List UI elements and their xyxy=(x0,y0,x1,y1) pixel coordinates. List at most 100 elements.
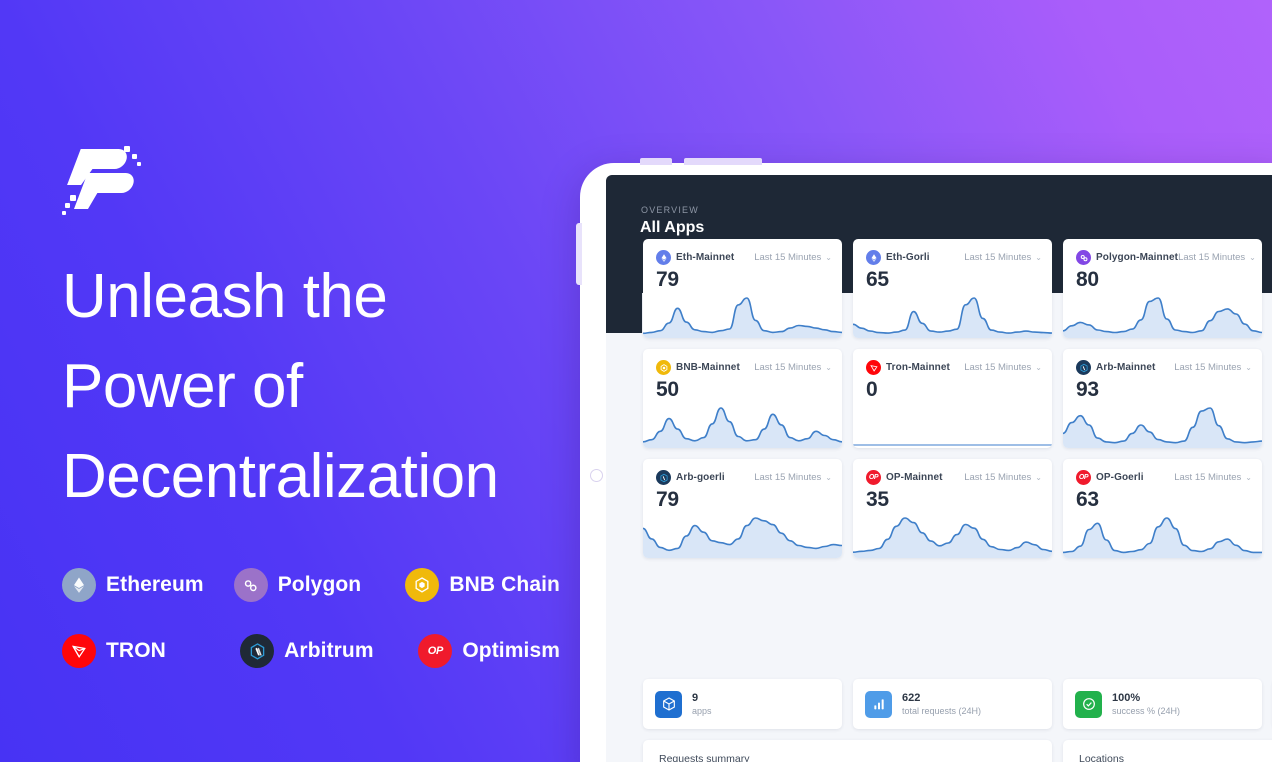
card-header: Eth-Gorli Last 15 Minutes ⌄ xyxy=(866,250,1042,265)
ethereum-icon xyxy=(62,568,96,602)
locations-panel: Locations xyxy=(1063,740,1272,762)
stat-tile[interactable]: 100% success % (24H) xyxy=(1063,679,1262,729)
sparkline-chart xyxy=(643,517,842,558)
time-range-selector[interactable]: Last 15 Minutes ⌄ xyxy=(754,252,832,263)
time-range-selector[interactable]: Last 15 Minutes ⌄ xyxy=(754,472,832,483)
summary-stat-tiles: 9 apps 622 total requests (24H) 100% success … xyxy=(643,679,1272,729)
optimism-icon: OP xyxy=(418,634,453,668)
sparkline-chart xyxy=(1063,407,1262,448)
tron-icon xyxy=(866,360,881,375)
check-circle-icon xyxy=(1075,690,1102,718)
network-value: 79 xyxy=(656,488,679,511)
chain-label: BNB Chain xyxy=(449,573,560,596)
sparkline-chart xyxy=(643,297,842,338)
time-range-selector[interactable]: Last 15 Minutes ⌄ xyxy=(964,252,1042,263)
network-card[interactable]: Eth-Mainnet Last 15 Minutes ⌄ 79 xyxy=(643,239,842,338)
optimism-icon: OP xyxy=(866,470,881,485)
chain-item-arbitrum: Arbitrum xyxy=(240,634,396,668)
chain-item-polygon: Polygon xyxy=(233,568,384,602)
supported-chains-list: Ethereum Polygon xyxy=(62,552,582,684)
stat-label: success % (24H) xyxy=(1112,705,1181,716)
chevron-down-icon: ⌄ xyxy=(1035,253,1042,262)
network-card[interactable]: OP OP-Goerli Last 15 Minutes ⌄ 63 xyxy=(1063,459,1262,558)
network-name: Eth-Gorli xyxy=(886,252,930,263)
network-name: Tron-Mainnet xyxy=(886,362,950,373)
chevron-down-icon: ⌄ xyxy=(1035,473,1042,482)
network-name: Eth-Mainnet xyxy=(676,252,735,263)
bnb-chain-icon xyxy=(656,360,671,375)
network-name: BNB-Mainnet xyxy=(676,362,740,373)
logo-mark-icon xyxy=(62,143,152,221)
chevron-down-icon: ⌄ xyxy=(825,253,832,262)
time-range-selector[interactable]: Last 15 Minutes ⌄ xyxy=(1174,472,1252,483)
chevron-down-icon: ⌄ xyxy=(1249,253,1256,262)
network-value: 50 xyxy=(656,378,679,401)
time-range-selector[interactable]: Last 15 Minutes ⌄ xyxy=(1174,362,1252,373)
card-header: Arb-goerli Last 15 Minutes ⌄ xyxy=(656,470,832,485)
chevron-down-icon: ⌄ xyxy=(825,473,832,482)
chevron-down-icon: ⌄ xyxy=(1245,363,1252,372)
cube-icon xyxy=(655,690,682,718)
stat-value: 622 xyxy=(902,691,921,704)
stat-value: 100% xyxy=(1112,691,1141,704)
network-value: 80 xyxy=(1076,268,1099,291)
arbitrum-icon xyxy=(656,470,671,485)
chevron-down-icon: ⌄ xyxy=(825,363,832,372)
card-header: OP OP-Goerli Last 15 Minutes ⌄ xyxy=(1076,470,1252,485)
header-title: All Apps xyxy=(640,219,705,236)
sparkline-chart xyxy=(1063,517,1262,558)
card-header: Tron-Mainnet Last 15 Minutes ⌄ xyxy=(866,360,1042,375)
network-name: Arb-goerli xyxy=(676,472,725,483)
network-name: Polygon-Mainnet xyxy=(1096,252,1179,263)
chain-label: Optimism xyxy=(462,639,560,662)
network-card[interactable]: Eth-Gorli Last 15 Minutes ⌄ 65 xyxy=(853,239,1052,338)
network-name: Arb-Mainnet xyxy=(1096,362,1156,373)
network-value: 35 xyxy=(866,488,889,511)
network-card[interactable]: Polygon-Mainnet Last 15 Minutes ⌄ 80 xyxy=(1063,239,1262,338)
time-range-selector[interactable]: Last 15 Minutes ⌄ xyxy=(964,362,1042,373)
dashboard-panels: Requests summary 10002000300040005000 Lo… xyxy=(643,740,1272,762)
time-range-selector[interactable]: Last 15 Minutes ⌄ xyxy=(1178,252,1256,263)
device-power-button[interactable] xyxy=(576,223,582,285)
stat-text: 9 apps xyxy=(692,691,712,718)
device-camera-icon xyxy=(590,469,603,482)
network-card[interactable]: Arb-Mainnet Last 15 Minutes ⌄ 93 xyxy=(1063,349,1262,448)
stat-text: 622 total requests (24H) xyxy=(902,691,981,718)
network-card[interactable]: OP OP-Mainnet Last 15 Minutes ⌄ 35 xyxy=(853,459,1052,558)
ethereum-icon xyxy=(656,250,671,265)
chain-label: Polygon xyxy=(277,573,362,596)
chain-item-ethereum: Ethereum xyxy=(62,568,212,602)
time-range-selector[interactable]: Last 15 Minutes ⌄ xyxy=(964,472,1042,483)
network-name: OP-Mainnet xyxy=(886,472,943,483)
chain-label: Arbitrum xyxy=(284,639,374,662)
stat-tile[interactable]: 9 apps xyxy=(643,679,842,729)
chain-label: Ethereum xyxy=(106,573,204,596)
network-card[interactable]: Tron-Mainnet Last 15 Minutes ⌄ 0 xyxy=(853,349,1052,448)
stat-label: apps xyxy=(692,705,712,716)
network-value: 93 xyxy=(1076,378,1099,401)
page-title: Unleash the Power of Decentralization xyxy=(62,262,499,511)
card-header: Polygon-Mainnet Last 15 Minutes ⌄ xyxy=(1076,250,1256,265)
stat-value: 9 xyxy=(692,691,699,704)
stat-label: total requests (24H) xyxy=(902,705,982,716)
card-header: BNB-Mainnet Last 15 Minutes ⌄ xyxy=(656,360,832,375)
empty-card-slot xyxy=(643,569,842,668)
tron-icon xyxy=(62,634,96,668)
dashboard-content: Eth-Mainnet Last 15 Minutes ⌄ 79 Eth-Gorli La… xyxy=(606,239,1272,762)
stat-tile[interactable]: 622 total requests (24H) xyxy=(853,679,1052,729)
network-card[interactable]: Arb-goerli Last 15 Minutes ⌄ 79 xyxy=(643,459,842,558)
marketing-column: Unleash the Power of Decentralization Et… xyxy=(62,0,582,762)
chain-label: TRON xyxy=(106,639,166,662)
sparkline-chart xyxy=(853,517,1052,558)
device-volume-down-button[interactable] xyxy=(684,158,762,165)
card-header: OP OP-Mainnet Last 15 Minutes ⌄ xyxy=(866,470,1042,485)
network-card[interactable]: BNB-Mainnet Last 15 Minutes ⌄ 50 xyxy=(643,349,842,448)
dashboard-screen: OVERVIEW All Apps Eth-Mainnet Last 15 Min… xyxy=(606,175,1272,762)
device-volume-up-button[interactable] xyxy=(640,158,672,165)
time-range-selector[interactable]: Last 15 Minutes ⌄ xyxy=(754,362,832,373)
network-value: 65 xyxy=(866,268,889,291)
tablet-device-mockup: OVERVIEW All Apps Eth-Mainnet Last 15 Min… xyxy=(576,158,1272,762)
header-eyebrow: OVERVIEW xyxy=(641,205,699,215)
panel-title: Requests summary xyxy=(659,753,750,762)
